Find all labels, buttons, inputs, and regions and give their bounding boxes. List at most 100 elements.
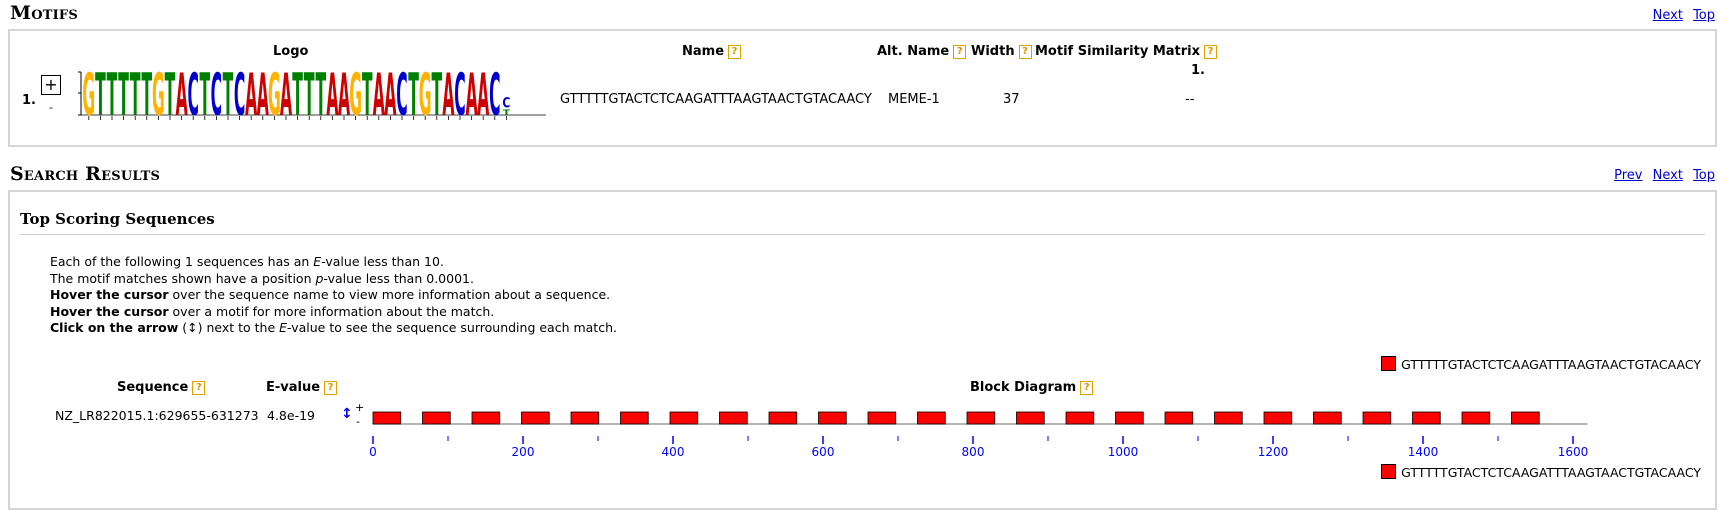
search-next-link[interactable]: Next [1652, 168, 1683, 183]
motif-site-block[interactable] [1164, 411, 1194, 425]
top-scoring-sequences-heading: Top Scoring Sequences [20, 210, 1705, 235]
name-help-icon[interactable]: ? [728, 45, 742, 59]
motif-site-block[interactable] [1461, 411, 1491, 425]
motif-site-block[interactable] [1065, 411, 1095, 425]
logo-letter: T [431, 69, 442, 127]
width-help-icon[interactable]: ? [1018, 45, 1032, 59]
logo-letter: G [152, 69, 165, 127]
motif-width: 37 [1003, 92, 1020, 107]
logo-letter: C [489, 69, 500, 127]
block-legend-top: GTTTTTGTACTCTCAAGATTTAAGTAACTGTACAACY [1381, 356, 1701, 372]
desc-line-5: Click on the arrow (↕) next to the E-val… [50, 320, 617, 335]
motif-site-block[interactable] [669, 411, 699, 425]
width-header: Width? [971, 44, 1032, 59]
motifs-next-link[interactable]: Next [1652, 8, 1683, 23]
sequence-help-icon[interactable]: ? [192, 381, 206, 395]
results-description: Each of the following 1 sequences has an… [50, 254, 617, 337]
motif-site-block[interactable] [719, 411, 748, 425]
motifs-section-title: Motifs [10, 2, 78, 24]
logo-letter: T [141, 69, 152, 127]
logo-letter: A [176, 69, 188, 127]
motif-site-block[interactable] [1016, 411, 1045, 425]
expand-motif-button[interactable]: + [41, 75, 61, 95]
alt-name-header: Alt. Name? [877, 44, 967, 59]
logo-letter: G [82, 69, 95, 127]
search-results-section-title: Search Results [10, 163, 161, 185]
axis-tick-label: 1200 [1258, 445, 1289, 458]
motif-name: GTTTTTGTACTCTCAAGATTTAAGTAACTGTACAACY [560, 92, 872, 107]
motif-site-block[interactable] [521, 411, 550, 425]
logo-letter: T [315, 69, 326, 127]
strand-minus-label: - [356, 415, 360, 428]
motif-site-block[interactable] [917, 411, 946, 425]
motif-alt-name: MEME-1 [888, 92, 940, 107]
logo-letter: T [130, 69, 141, 127]
sequence-name[interactable]: NZ_LR822015.1:629655-631273 [55, 408, 259, 423]
logo-letter: T [362, 69, 373, 127]
desc-line-4: Hover the cursor over a motif for more i… [50, 303, 495, 319]
similarity-col-header: 1. [1191, 63, 1205, 78]
motif-index: 1. [22, 93, 36, 108]
axis-tick-label: 800 [962, 445, 985, 458]
motif-site-block[interactable] [1214, 411, 1243, 425]
motif-site-block[interactable] [471, 411, 501, 425]
motif-site-block[interactable] [570, 411, 600, 425]
axis-tick-label: 1600 [1558, 445, 1589, 458]
axis-tick-label: 1000 [1108, 445, 1139, 458]
logo-letter: A [257, 69, 269, 127]
motif-site-block[interactable] [966, 411, 996, 425]
motif-similarity-value: -- [1185, 92, 1195, 107]
motifs-top-link[interactable]: Top [1693, 8, 1715, 23]
logo-letter: G [349, 69, 362, 127]
logo-letter: A [477, 69, 489, 127]
desc-line-2: The motif matches shown have a position … [50, 270, 474, 286]
motif-logo[interactable]: G T T T T T G T A C T C T C A A G A T T T A A G T A A C T G T A C A A C CT [72, 69, 550, 127]
logo-letter: T [408, 69, 419, 127]
sequence-evalue: 4.8e-19 [267, 408, 315, 423]
logo-letter: C [454, 69, 465, 127]
logo-letter: T [95, 69, 106, 127]
name-header: Name? [682, 44, 742, 59]
alt-name-help-icon[interactable]: ? [953, 45, 967, 59]
logo-letter: C [187, 69, 198, 127]
logo-letter: G [419, 69, 432, 127]
motif-site-block[interactable] [1313, 411, 1342, 425]
logo-letter: T [165, 69, 176, 127]
motifs-nav: Next Top [1647, 8, 1715, 23]
motif-site-block[interactable] [372, 411, 402, 425]
expand-sequence-arrow-icon[interactable]: ↕ [341, 406, 353, 422]
axis-tick-label: 600 [812, 445, 835, 458]
block-diagram-help-icon[interactable]: ? [1080, 381, 1094, 395]
motif-site-block[interactable] [818, 411, 847, 425]
logo-letter: C [211, 69, 222, 127]
similarity-help-icon[interactable]: ? [1204, 45, 1218, 59]
logo-letter: C [396, 69, 407, 127]
sequence-header: Sequence? [117, 380, 206, 395]
logo-header: Logo [273, 44, 309, 59]
axis-tick-label: 400 [662, 445, 685, 458]
search-results-panel: Top Scoring Sequences Each of the follow… [8, 190, 1717, 510]
motif-site-block[interactable] [867, 411, 897, 425]
logo-letter: T [118, 69, 129, 127]
legend-swatch [1381, 464, 1397, 479]
motif-site-block[interactable] [768, 411, 798, 425]
search-prev-link[interactable]: Prev [1614, 168, 1643, 183]
logo-axis [78, 71, 546, 116]
motif-site-block[interactable] [1115, 411, 1144, 425]
logo-letter: A [280, 69, 292, 127]
logo-letter: C [234, 69, 245, 127]
motif-site-block[interactable] [1412, 411, 1441, 425]
motif-site-block[interactable] [1511, 411, 1540, 425]
motif-site-block[interactable] [620, 411, 649, 425]
logo-letter: T [107, 69, 118, 127]
motif-site-block[interactable] [1263, 411, 1293, 425]
motif-site-block[interactable] [422, 411, 451, 425]
search-top-link[interactable]: Top [1693, 168, 1715, 183]
search-nav: Prev Next Top [1608, 168, 1715, 183]
motif-site-block[interactable] [1362, 411, 1392, 425]
logo-letter: G [268, 69, 281, 127]
block-diagram: 0 200 400 600 800 1000 1200 1400 1600 [369, 411, 1589, 458]
evalue-help-icon[interactable]: ? [324, 381, 338, 395]
similarity-header: Motif Similarity Matrix? [1035, 44, 1218, 59]
logo-position-ticks [88, 116, 507, 120]
